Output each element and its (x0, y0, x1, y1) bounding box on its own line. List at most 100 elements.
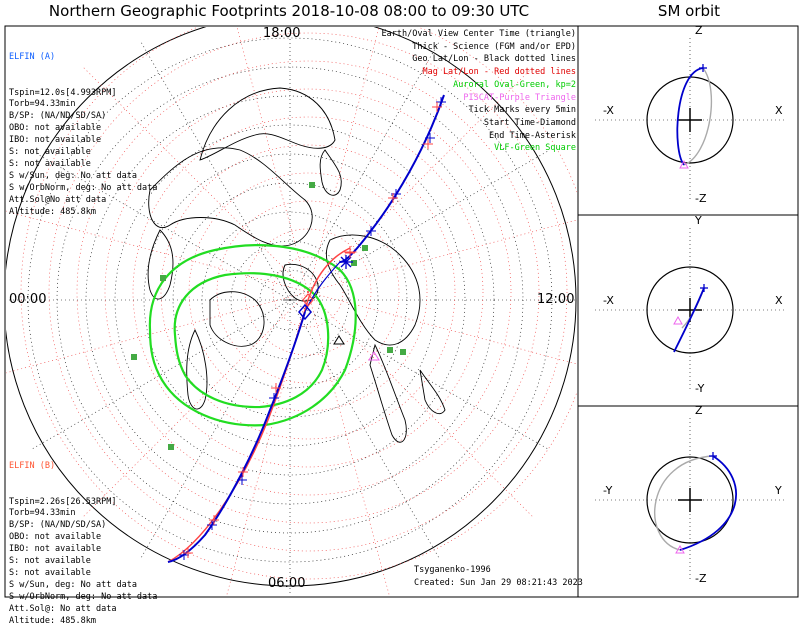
center-triangles (333, 335, 345, 345)
vlf-square (400, 349, 406, 355)
mag-lat-circle (216, 200, 400, 384)
orbit-axis-label-top: Z (695, 404, 703, 417)
sm-orbit-panels (595, 38, 785, 582)
geo-lat-circle (114, 124, 466, 476)
orbit-path (676, 67, 704, 166)
elfin-b-track (167, 247, 351, 563)
geo-lon-line (289, 149, 550, 301)
orbit-axis-label-left: -Y (603, 484, 613, 497)
elfin-b-line: Torb=94.33min (9, 508, 76, 519)
coastlines (147, 87, 446, 443)
mag-lon-line (81, 65, 309, 293)
elfin-b-line: Att.Sol@: No att data (9, 603, 117, 614)
elfin-a-end-asterisk (339, 255, 353, 269)
elfin-a-line: Tspin=12.0s[4.993RPM] (9, 87, 117, 98)
elfin-b-line: B/SP: (NA/ND/SD/SA) (9, 520, 107, 531)
elfin-b-start-diamond (302, 293, 314, 307)
vlf-square (351, 260, 357, 266)
mag-lat-circle (188, 172, 428, 412)
vlf-square (168, 444, 174, 450)
mag-lat-circle (272, 256, 344, 328)
orbit-triangle (679, 159, 689, 169)
mag-lon-line (6, 291, 309, 374)
elfin-a-line: S: not available (9, 147, 91, 158)
geo-lon-line (139, 40, 291, 301)
vlf-square (131, 354, 137, 360)
piscat-triangles (368, 351, 380, 361)
geo-lat-circle (27, 37, 553, 563)
map-boundary-circle (6, 27, 577, 587)
elfin-b-line: Tspin=2.26s[26.53RPM] (9, 496, 117, 507)
orbit-axis-label-bottom: -Z (695, 192, 707, 205)
vlf-square (309, 182, 315, 188)
mag-lat-circle (244, 228, 372, 356)
orbit-axis-label-right: X (775, 104, 783, 117)
elfin-b-end-asterisk (344, 246, 356, 258)
elfin-a-line: IBO: not available (9, 135, 102, 146)
mag-lon-line (307, 291, 390, 596)
mag-lon-line (307, 291, 577, 365)
orbit-axis-label-top: Y (695, 214, 702, 227)
legend-item: Start Time-Diamond (483, 117, 576, 128)
vlf-square (362, 245, 368, 251)
elfin-a-ticks (179, 97, 446, 560)
elfin-b-info: ELFIN (B) Tspin=2.26s[26.53RPM] Torb=94.3… (9, 437, 157, 639)
orbit-panel (595, 228, 785, 392)
mag-lon-line (226, 291, 309, 596)
elfin-b-line: S: not available (9, 567, 91, 578)
time-label-top: 18:00 (263, 26, 301, 41)
mag-lon-line (307, 27, 380, 293)
orbit-path-dayside (654, 455, 714, 551)
earth-circle (646, 266, 734, 354)
orbit-panel (595, 418, 785, 582)
orbit-axis-label-right: X (775, 294, 783, 307)
legend-item: Geo Lat/Lon - Black dotted lines (412, 54, 576, 65)
orbit-border (577, 25, 799, 598)
footprint-map (4, 25, 799, 598)
legend-item: Thick - Science (FGM and/or EPD) (412, 41, 576, 52)
elfin-b-line: S: not available (9, 556, 91, 567)
elfin-b-name: ELFIN (B) (9, 460, 56, 471)
elfin-a-line: Altitude: 485.8km (9, 206, 96, 217)
created-label: Created: Sun Jan 29 08:21:43 2023 (414, 578, 583, 588)
orbit-axis-label-left: -X (603, 294, 614, 307)
elfin-a-track-segment (304, 261, 341, 313)
mag-lat-circle (104, 88, 512, 496)
orbit-axis-label-left: -X (603, 104, 614, 117)
elfin-a-line: S: not available (9, 158, 91, 169)
orbit-panel (595, 38, 785, 202)
elfin-b-line: IBO: not available (9, 544, 102, 555)
orbit-axis-label-right: Y (775, 484, 782, 497)
orbit-path-dayside (683, 67, 713, 166)
elfin-a-start-diamond (298, 303, 312, 321)
mag-lat-circle (132, 116, 484, 468)
orbit-triangle (673, 315, 683, 325)
elfin-a-info: ELFIN (A) Tspin=12.0s[4.993RPM] Torb=94.3… (9, 28, 157, 230)
mag-lon-line (307, 291, 535, 519)
model-label: Tsyganenko-1996 (414, 565, 491, 575)
mag-lat-circle (160, 144, 456, 440)
time-label-left: 00:00 (9, 292, 47, 307)
elfin-a-track (167, 94, 445, 563)
auroral-oval (148, 244, 357, 427)
vlf-square (387, 347, 393, 353)
legend-item: End Time-Asterisk (489, 130, 576, 141)
elfin-b-line: S w/OrbNorm, deg: No att data (9, 591, 158, 602)
mag-lat-circle (48, 32, 568, 552)
time-label-right: 12:00 (537, 292, 575, 307)
elfin-a-line: S w/Sun, deg: No att data (9, 170, 137, 181)
elfin-b-line: S w/Sun, deg: No att data (9, 579, 137, 590)
mag-lon-line (307, 65, 535, 293)
orbit-path (679, 455, 737, 551)
orbit-axis-label-bottom: -Z (695, 572, 707, 585)
time-label-bottom: 06:00 (268, 576, 306, 591)
elfin-b-ticks (183, 102, 442, 558)
elfin-b-line: OBO: not available (9, 532, 102, 543)
vlf-stations (131, 182, 406, 450)
elfin-a-line: B/SP: (NA/ND/SD/SA) (9, 111, 107, 122)
elfin-a-line: OBO: not available (9, 123, 102, 134)
geo-lat-circle (143, 153, 437, 447)
mag-lon-line (236, 27, 309, 293)
elfin-a-line: Torb=94.33min (9, 99, 76, 110)
legend-item: Earth/Oval View Center Time (triangle) (381, 29, 576, 39)
